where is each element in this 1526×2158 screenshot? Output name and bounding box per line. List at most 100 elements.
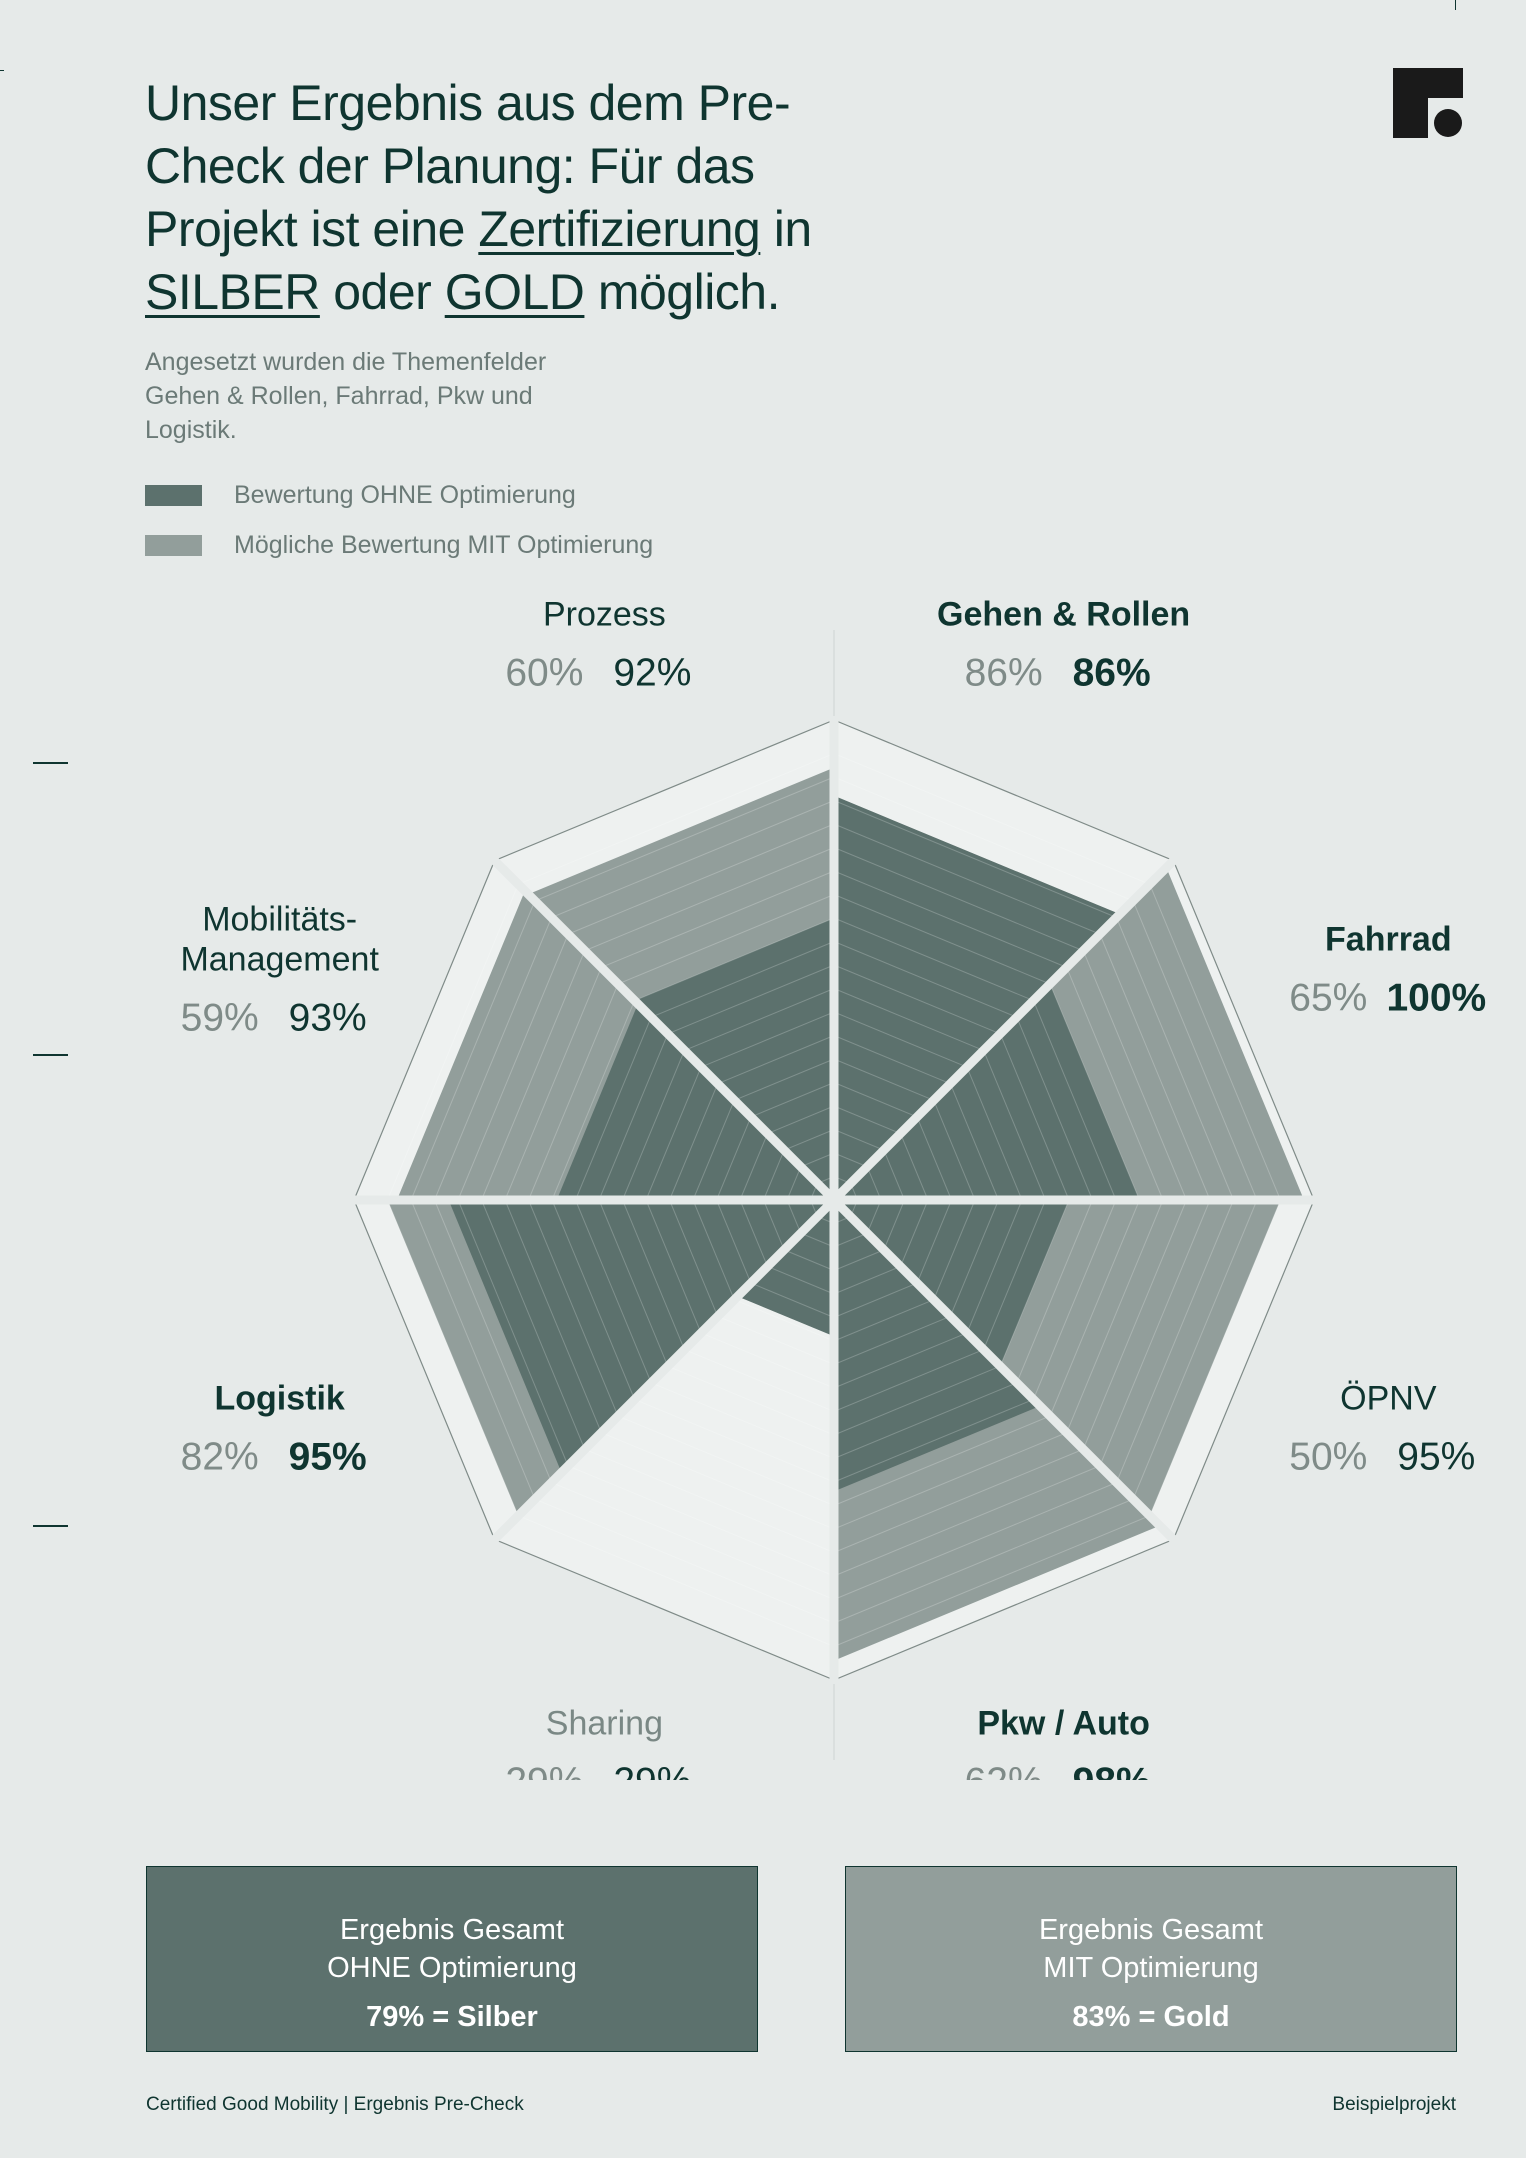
legend-item-mit: Mögliche Bewertung MIT Optimierung: [145, 530, 653, 560]
scale-line: [1016, 1017, 1093, 1201]
scale-line: [833, 1152, 868, 1168]
scale-line: [504, 967, 602, 1201]
category-label-line: Pkw / Auto: [977, 1704, 1150, 1742]
label-group-gehen-rollen: Gehen & Rollen 86% 86%: [937, 600, 1190, 695]
subtext: Angesetzt wurden die Themenfelder Gehen …: [145, 348, 547, 444]
value-mit-mobilitaets-management: 93%: [289, 996, 367, 1039]
scale-line: [739, 1199, 768, 1267]
category-label-sharing: Sharing: [546, 1704, 663, 1742]
category-label-mobilitaets-management: Mobilitäts-Management: [180, 900, 379, 978]
scale-line: [716, 1199, 752, 1284]
value-mit-pkw-auto: 98%: [1073, 1760, 1151, 1780]
scale-line: [518, 753, 835, 885]
scale-line: [481, 950, 586, 1201]
value-ohne-fahrrad: 65%: [1289, 976, 1367, 1019]
headline-link-gold[interactable]: GOLD: [444, 264, 585, 320]
scale-line: [833, 1382, 1017, 1459]
scale-line: [833, 1448, 1084, 1553]
value-mit-fahrrad: 100%: [1386, 976, 1486, 1019]
value-ohne-pkw-auto: 62%: [965, 1760, 1043, 1780]
scale-line: [833, 1515, 1150, 1647]
scale-line: [1016, 1199, 1093, 1383]
scale-line: [1132, 1199, 1258, 1500]
scale-line: [900, 1133, 929, 1201]
scale-line: [575, 1017, 652, 1201]
legend-swatch-mit: [145, 534, 202, 556]
scale-line: [739, 1133, 768, 1201]
bar-ohne-gehen-rollen: [834, 795, 1120, 1200]
scale-line: [1082, 1199, 1187, 1450]
scale-line: [933, 1100, 976, 1201]
value-mit-prozess: 92%: [613, 652, 691, 695]
separator-spoke: [830, 854, 1180, 1204]
category-label-oepnv: ÖPNV: [1340, 1380, 1437, 1418]
scale-line: [717, 1315, 835, 1365]
legend-item-ohne: Bewertung OHNE Optimierung: [145, 480, 576, 510]
category-label-prozess: Prozess: [543, 600, 666, 634]
result-box-ohne-line1: Ergebnis Gesamt: [339, 1914, 565, 1946]
scale-line: [622, 1199, 685, 1350]
scale-line: [669, 1199, 719, 1317]
category-label-gehen-rollen: Gehen & Rollen: [937, 600, 1190, 634]
scale-line: [528, 983, 619, 1201]
scale-line: [700, 1332, 835, 1389]
legend-label-ohne: Bewertung OHNE Optimierung: [234, 480, 576, 509]
result-box-mit-result: 83% = Gold: [1072, 2001, 1230, 2033]
scale-line: [387, 1199, 519, 1516]
result-box-mit-line1: Ergebnis Gesamt: [1038, 1914, 1264, 1946]
scale-line: [783, 1249, 835, 1271]
headline-link-zertifizierung[interactable]: Zertifizierung: [478, 201, 761, 257]
scale-line: [833, 1082, 918, 1118]
scale-line: [833, 1249, 885, 1271]
headline: Unser Ergebnis aus dem Pre-Check der Pla…: [145, 72, 905, 324]
scale-line: [833, 1332, 968, 1389]
scale-line: [534, 776, 835, 902]
headline-link-silber[interactable]: SILBER: [145, 264, 320, 320]
category-label-fahrrad: Fahrrad: [1325, 920, 1452, 958]
result-box-ohne-result: 79% = Silber: [366, 2001, 538, 2033]
scale-line: [833, 1035, 951, 1085]
scale-line: [645, 1199, 702, 1334]
bar-ohne-sharing: [737, 1200, 834, 1337]
scale-line: [800, 1152, 835, 1168]
scale-line: [1149, 1199, 1281, 1516]
result-box-mit: Ergebnis Gesamt MIT Optimierung 83% = Gol…: [845, 1866, 1457, 2052]
scale-line: [833, 1011, 968, 1068]
side-mark-1: [33, 762, 68, 764]
scale-line: [833, 870, 1067, 968]
category-label-line: Sharing: [546, 1704, 663, 1742]
scale-line: [434, 917, 552, 1201]
scale-line: [504, 1199, 602, 1433]
scale-line: [1032, 1199, 1117, 1400]
bar-ohne-fahrrad: [834, 983, 1140, 1200]
scale-line: [645, 1066, 702, 1201]
scale-line: [800, 1232, 835, 1248]
scale-line: [1116, 1199, 1234, 1483]
bar-ohne-oepnv: [834, 1200, 1069, 1367]
scale-line: [933, 1199, 976, 1300]
label-group-sharing: Sharing 29% 29%: [505, 1704, 691, 1780]
scale-line: [1099, 933, 1211, 1201]
category-label-line: Management: [180, 940, 379, 978]
scale-line: [410, 900, 536, 1201]
scale-line: [567, 1465, 835, 1577]
scale-line: [598, 1199, 669, 1367]
scale-line: [916, 1199, 952, 1284]
scale-line: [575, 1199, 652, 1383]
bar-ohne-prozess: [634, 918, 834, 1200]
footer-left: Certified Good Mobility | Ergebnis Pre-C…: [146, 2094, 524, 2115]
scale-line: [833, 800, 1117, 918]
scale-line: [916, 1116, 952, 1201]
scale-line: [684, 988, 835, 1051]
scale-line: [669, 1083, 719, 1201]
scale-line: [833, 1465, 1101, 1577]
scale-line: [651, 1382, 835, 1459]
sector-background-sharing: [501, 1200, 834, 1670]
bar-ohne-mobilitaets-management: [556, 1003, 834, 1200]
scale-line: [949, 1199, 999, 1317]
label-group-pkw-auto: Pkw / Auto 62% 98%: [965, 1704, 1151, 1780]
scale-line: [716, 1116, 752, 1201]
scale-line: [734, 1299, 835, 1342]
scale-line: [1116, 917, 1234, 1201]
scale-line: [434, 1199, 552, 1483]
